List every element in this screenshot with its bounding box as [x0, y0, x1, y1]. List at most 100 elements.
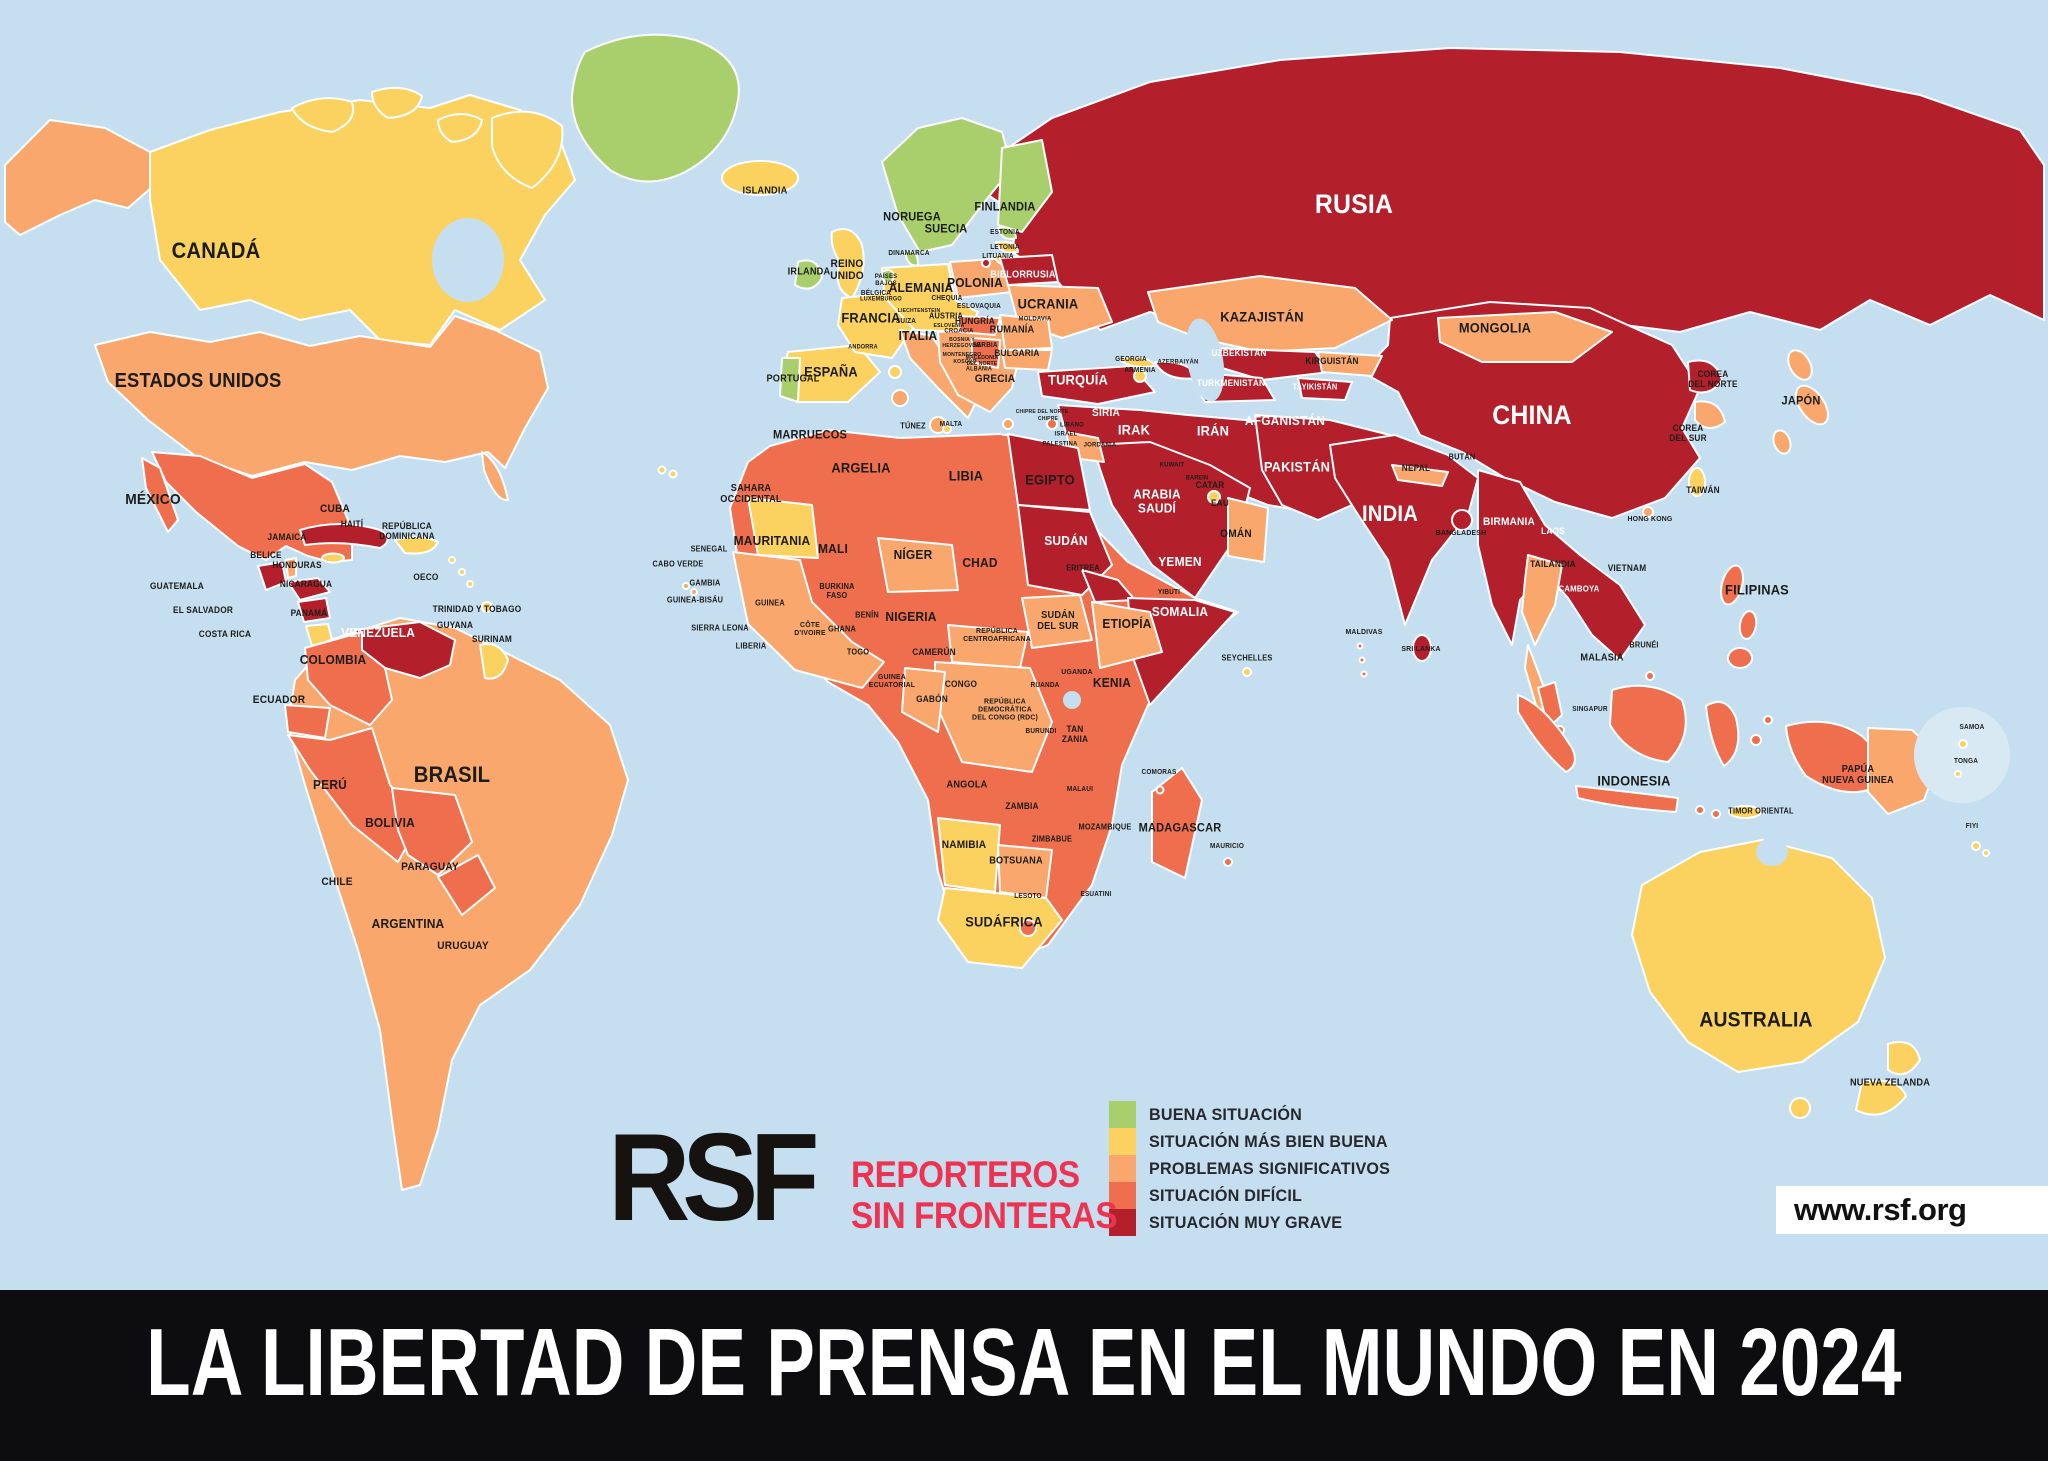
country-shape-fiyi-2	[1982, 849, 1990, 857]
country-shape-baja-california	[141, 457, 179, 533]
mar-negro	[1052, 340, 1124, 368]
country-shape-canarias-2	[668, 469, 678, 479]
country-shape-corcega	[888, 365, 902, 379]
country-shape-guatemala	[257, 561, 287, 591]
country-shape-georgia	[1117, 356, 1156, 368]
country-shape-timor-oriental	[1728, 805, 1762, 819]
country-shape-gabon-congo	[901, 667, 946, 733]
rsf-logo: RSF REPORTEROS SIN FRONTERAS	[608, 1109, 1147, 1247]
country-shape-malta	[942, 424, 952, 434]
country-shape-nueva-zelanda-norte	[1887, 1041, 1921, 1076]
country-shape-tonga	[1954, 770, 1962, 778]
country-shape-namibia	[937, 817, 1001, 893]
country-shape-oman-eau	[1227, 497, 1269, 563]
country-shape-cabo-verde-2	[690, 588, 698, 596]
country-shape-hong-kong	[1642, 506, 1654, 518]
country-shape-borneo	[1609, 684, 1687, 763]
country-shape-la-espanola	[394, 536, 439, 555]
country-shape-maldivas-1	[1356, 642, 1364, 650]
country-shape-jamaica	[321, 552, 345, 564]
country-shape-canarias-1	[657, 465, 667, 475]
rsf-logo-acronym: RSF	[608, 1109, 820, 1247]
country-shape-comoras	[1155, 785, 1165, 795]
country-shape-corea-del-norte	[1687, 359, 1723, 394]
country-shape-portugal	[779, 357, 801, 403]
country-shape-isla-artica-1	[291, 97, 354, 133]
country-shape-sonda-1	[1695, 805, 1705, 815]
country-shape-baffin	[491, 110, 564, 189]
country-shape-maldivas-3	[1360, 670, 1368, 678]
website-url: www.rsf.org	[1794, 1192, 1967, 1227]
country-shape-kirguistan	[1317, 351, 1383, 377]
legend-label-prob: PROBLEMAS SIGNIFICATIVOS	[1149, 1158, 1391, 1178]
legend-item-diff: SITUACIÓN DIFÍCIL	[1109, 1182, 1403, 1209]
country-shape-sri-lanka	[1412, 634, 1432, 662]
country-shape-filipinas-mindanao	[1727, 647, 1753, 669]
legend-swatch-diff	[1109, 1182, 1136, 1209]
legend-item-prob: PROBLEMAS SIGNIFICATIVOS	[1109, 1155, 1403, 1182]
country-shape-filipinas-visayas	[1738, 610, 1758, 640]
country-shape-letonia	[995, 240, 1019, 254]
country-shape-sumatra	[1517, 694, 1576, 773]
country-shape-tasmania	[1789, 1097, 1811, 1119]
country-shape-fiyi-1	[1971, 841, 1981, 851]
legend-swatch-fair	[1109, 1128, 1136, 1155]
country-shape-republica-centroafricana	[947, 624, 1029, 669]
lago-victoria	[1063, 691, 1081, 709]
bahia-hudson	[432, 218, 504, 302]
country-shape-finlandia	[997, 139, 1053, 233]
country-shape-kaliningrado	[981, 258, 991, 268]
country-shape-taiwan	[1688, 467, 1706, 497]
country-shape-maldivas-2	[1358, 656, 1366, 664]
country-shape-rumania	[999, 314, 1053, 351]
rsf-logo-line2: SIN FRONTERAS	[851, 1195, 1118, 1237]
country-shape-oeco-2	[458, 568, 466, 576]
country-shape-mauricio	[1223, 857, 1233, 867]
country-shape-estonia	[997, 226, 1017, 240]
country-shape-sonda-2	[1711, 809, 1721, 819]
country-shape-australia	[1631, 839, 1886, 1073]
country-shape-sudafrica	[937, 887, 1063, 969]
country-shape-brunei	[1645, 671, 1655, 681]
country-shape-italia	[899, 329, 977, 419]
country-shape-bulgaria	[1001, 349, 1053, 371]
country-shape-madagascar	[1151, 767, 1203, 879]
title-banner: LA LIBERTAD DE PRENSA EN EL MUNDO EN 202…	[0, 1290, 2048, 1461]
country-shape-japon-norte	[1787, 349, 1813, 381]
legend-item-fair: SITUACIÓN MÁS BIEN BUENA	[1109, 1128, 1403, 1155]
country-shape-armenia	[1133, 369, 1147, 383]
legend-label-fair: SITUACIÓN MÁS BIEN BUENA	[1149, 1131, 1388, 1151]
country-shape-isla-artica-2	[371, 86, 423, 119]
country-shape-japon-honshu	[1795, 384, 1829, 426]
country-shape-rusia	[987, 47, 2045, 339]
country-shape-china	[1361, 301, 1701, 519]
country-shape-niger	[877, 537, 959, 593]
country-shape-serbia	[971, 337, 1001, 369]
country-shape-surinam	[479, 643, 509, 680]
country-shape-irlanda	[794, 259, 823, 290]
country-shape-oeco-1	[448, 556, 456, 564]
country-shape-trinidad	[481, 601, 493, 613]
legend-swatch-prob	[1109, 1155, 1136, 1182]
country-shape-paraguay	[437, 854, 496, 916]
country-shape-seychelles	[1242, 667, 1252, 677]
country-shape-colombia	[304, 631, 393, 726]
country-shape-africa-occidental	[732, 551, 885, 689]
country-shape-lesoto	[1019, 919, 1037, 937]
country-shape-molucas-1	[1750, 734, 1762, 746]
country-shape-turquia	[1037, 365, 1156, 405]
country-shape-isla-artica-3	[437, 113, 483, 143]
country-shape-cerdena	[891, 389, 909, 407]
country-shape-oeco-3	[466, 580, 474, 588]
country-shape-egipto	[1007, 433, 1091, 511]
country-shape-nicaragua	[297, 597, 331, 623]
country-shape-belice	[285, 557, 297, 579]
country-shape-islandia	[721, 160, 799, 196]
legend: BUENA SITUACIÓN SITUACIÓN MÁS BIEN BUENA P…	[1109, 1101, 1403, 1236]
golfo-carpentaria	[1756, 838, 1788, 866]
country-shape-java	[1575, 785, 1679, 813]
world-map: CANADÁ ESTADOS UNIDOS RUSIA CHINA INDIA BRASI…	[0, 0, 2048, 1290]
country-shape-tayikistan	[1297, 377, 1353, 401]
country-shape-nueva-zelanda-sur	[1855, 1079, 1907, 1116]
website-box: www.rsf.org	[1776, 1186, 2048, 1234]
